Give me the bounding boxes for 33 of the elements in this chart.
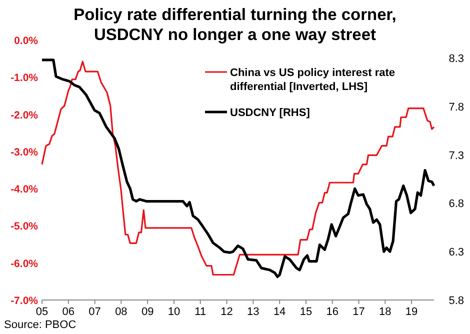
x-tick-label: 18 xyxy=(379,306,392,318)
x-tick-label: 13 xyxy=(247,306,260,318)
x-tick-label: 19 xyxy=(405,306,418,318)
y-tick-label: -6.0% xyxy=(10,258,39,270)
y2-tick-label: 7.8 xyxy=(448,101,464,114)
x-tick-label: 12 xyxy=(220,306,233,318)
y2-tick-label: 6.8 xyxy=(448,198,464,210)
y-tick-label: -5.0% xyxy=(10,220,39,233)
x-tick-label: 17 xyxy=(352,306,365,318)
y2-tick-label: 8.3 xyxy=(448,53,464,65)
source-note: Source: PBOC xyxy=(4,319,76,331)
y-tick-label: -3.0% xyxy=(10,146,39,158)
legend-label: USDCNY [RHS] xyxy=(230,107,310,119)
legend-label: China vs US policy interest rate differential [Inverted, LHS] xyxy=(230,67,396,93)
x-tick-label: 10 xyxy=(168,306,180,318)
x-tick-label: 11 xyxy=(194,306,206,318)
x-tick-label: 16 xyxy=(326,306,338,318)
y-tick-label: 0.0% xyxy=(14,35,39,47)
y-tick-label: -2.0% xyxy=(10,109,39,122)
y-tick-label: -4.0% xyxy=(10,184,39,196)
x-tick-label: 09 xyxy=(141,306,154,318)
x-tick-label: 14 xyxy=(273,306,286,318)
y-tick-label: -7.0% xyxy=(10,295,39,307)
x-tick-label: 08 xyxy=(115,306,128,318)
x-tick-label: 06 xyxy=(62,306,75,318)
x-tick-label: 07 xyxy=(88,306,101,318)
x-tick-label: 15 xyxy=(300,306,312,318)
y2-tick-label: 5.8 xyxy=(448,295,464,307)
y2-tick-label: 7.3 xyxy=(448,150,464,162)
y-tick-label: -1.0% xyxy=(10,72,39,84)
chart-title: Policy rate differential turning the corner, USDCNY no longer a one way street xyxy=(74,6,396,44)
x-tick-label: 05 xyxy=(36,306,48,318)
y2-tick-label: 6.3 xyxy=(448,246,464,259)
